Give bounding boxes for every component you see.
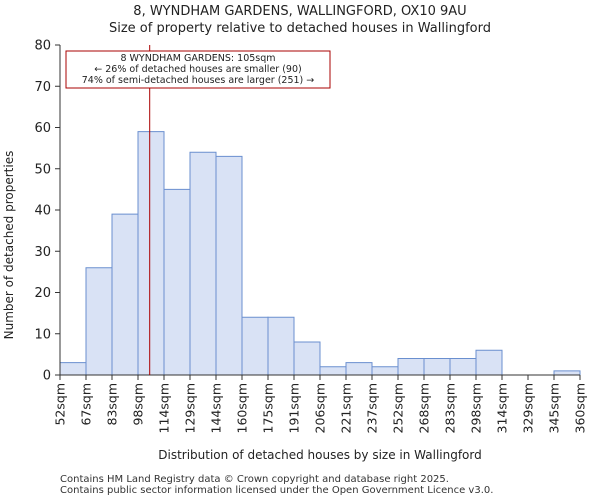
annotation-text-line: 74% of semi-detached houses are larger (…	[82, 75, 315, 86]
x-tick-label: 52sqm	[53, 383, 68, 426]
y-tick-label: 80	[34, 39, 51, 54]
histogram-bar	[85, 267, 113, 376]
histogram-bar	[423, 358, 451, 376]
histogram-bar	[475, 349, 503, 376]
x-tick-label: 314sqm	[495, 383, 510, 433]
histogram-bar	[449, 358, 477, 376]
histogram-bar	[59, 362, 87, 376]
chart-subtitle: Size of property relative to detached ho…	[108, 21, 491, 36]
y-tick-label: 30	[34, 245, 51, 260]
histogram-bar	[397, 358, 425, 376]
x-tick-label: 329sqm	[521, 383, 536, 433]
x-tick-label: 67sqm	[79, 383, 94, 426]
x-tick-label: 83sqm	[105, 383, 120, 426]
x-tick-label: 237sqm	[365, 383, 380, 433]
annotation-box	[65, 50, 331, 89]
histogram-bar	[215, 155, 243, 376]
x-tick-label: 98sqm	[131, 383, 146, 426]
histogram-bar	[163, 188, 191, 376]
y-tick-label: 60	[34, 121, 51, 136]
x-tick-label: 129sqm	[183, 383, 198, 433]
x-tick-label: 298sqm	[469, 383, 484, 433]
histogram-bar	[137, 131, 165, 376]
histogram-bar	[241, 316, 269, 376]
x-tick-label: 360sqm	[573, 383, 588, 433]
x-tick-label: 221sqm	[339, 383, 354, 433]
y-axis-label: Number of detached properties	[2, 151, 16, 340]
x-tick-label: 160sqm	[235, 383, 250, 433]
x-tick-label: 206sqm	[313, 383, 328, 433]
histogram-bar	[111, 213, 139, 376]
annotation-text-line: 8 WYNDHAM GARDENS: 105sqm	[120, 53, 275, 64]
histogram-bar	[267, 316, 295, 376]
x-tick-label: 175sqm	[261, 383, 276, 433]
histogram-bar	[293, 341, 321, 376]
footer-copyright: Contains HM Land Registry data © Crown c…	[60, 474, 449, 485]
x-tick-label: 283sqm	[443, 383, 458, 433]
histogram-bar	[319, 366, 347, 376]
x-tick-label: 191sqm	[287, 383, 302, 433]
y-tick-label: 40	[34, 204, 51, 219]
chart-title: 8, WYNDHAM GARDENS, WALLINGFORD, OX10 9A…	[133, 4, 467, 19]
x-tick-label: 345sqm	[547, 383, 562, 433]
x-tick-label: 114sqm	[157, 383, 172, 433]
histogram-bar	[189, 151, 217, 376]
histogram-bar	[371, 366, 399, 376]
y-tick-label: 0	[43, 369, 51, 384]
x-tick-label: 252sqm	[391, 383, 406, 433]
footer-licence: Contains public sector information licen…	[60, 485, 494, 496]
histogram-bar	[345, 362, 373, 376]
annotation-text-line: ← 26% of detached houses are smaller (90…	[94, 64, 301, 75]
y-tick-label: 50	[34, 162, 51, 177]
x-tick-label: 144sqm	[209, 383, 224, 433]
histogram-bar	[553, 370, 581, 376]
y-tick-label: 10	[34, 327, 51, 342]
y-tick-label: 70	[34, 80, 51, 95]
x-tick-label: 268sqm	[417, 383, 432, 433]
y-tick-label: 20	[34, 286, 51, 301]
x-axis-label: Distribution of detached houses by size …	[158, 448, 481, 462]
